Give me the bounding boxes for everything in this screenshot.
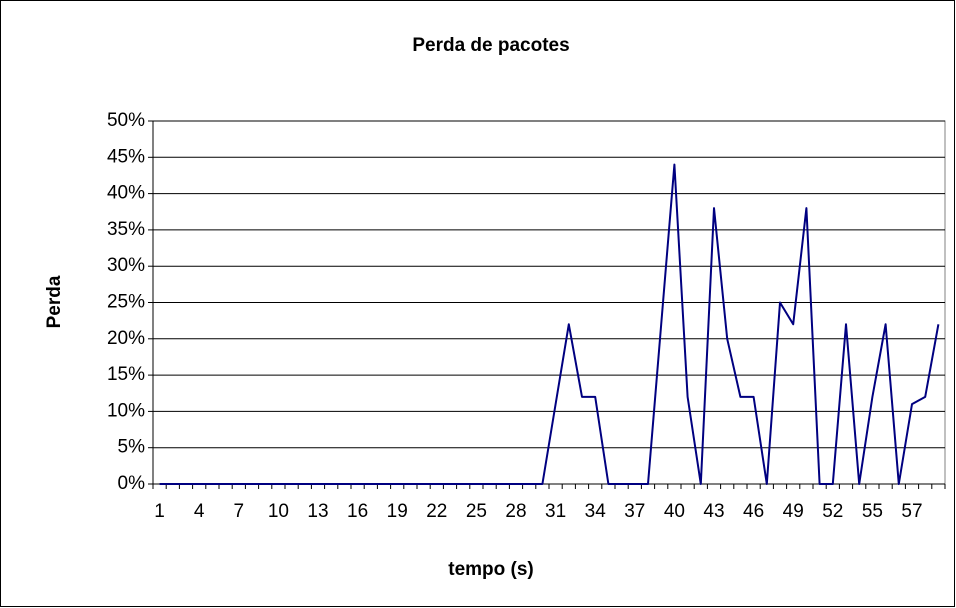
y-tick-label: 5% (118, 437, 146, 458)
x-tick-label: 57 (901, 501, 922, 522)
x-tick-label: 40 (664, 501, 685, 522)
y-tick-label: 40% (107, 183, 145, 204)
x-tick-label: 4 (194, 501, 205, 522)
y-tick-label: 20% (107, 328, 145, 349)
x-tick-label: 13 (307, 501, 328, 522)
x-tick-label: 37 (624, 501, 645, 522)
x-tick-label: 49 (783, 501, 804, 522)
x-tick-label: 19 (387, 501, 408, 522)
y-tick-label: 50% (107, 110, 145, 131)
x-tick-label: 28 (505, 501, 526, 522)
x-axis-label: tempo (s) (448, 559, 534, 580)
y-tick-label: 0% (118, 473, 146, 494)
y-tick-label: 45% (107, 146, 145, 167)
y-tick-label: 30% (107, 255, 145, 276)
x-tick-label: 25 (466, 501, 487, 522)
x-tick-label: 10 (268, 501, 289, 522)
x-tick-label: 16 (347, 501, 368, 522)
y-tick-label: 25% (107, 292, 145, 313)
x-tick-label: 55 (862, 501, 883, 522)
y-tick-label: 15% (107, 364, 145, 385)
y-tick-label: 10% (107, 400, 145, 421)
x-tick-label: 22 (426, 501, 447, 522)
x-tick-label: 31 (545, 501, 566, 522)
x-tick-label: 52 (822, 501, 843, 522)
chart-title: Perda de pacotes (412, 35, 569, 56)
y-tick-label: 35% (107, 219, 145, 240)
x-tick-label: 7 (234, 501, 245, 522)
x-tick-label: 1 (154, 501, 165, 522)
x-tick-label: 46 (743, 501, 764, 522)
data-line (159, 163, 940, 485)
x-tick-label: 43 (703, 501, 724, 522)
y-axis-label: Perda (44, 275, 65, 328)
x-tick-label: 34 (585, 501, 607, 522)
